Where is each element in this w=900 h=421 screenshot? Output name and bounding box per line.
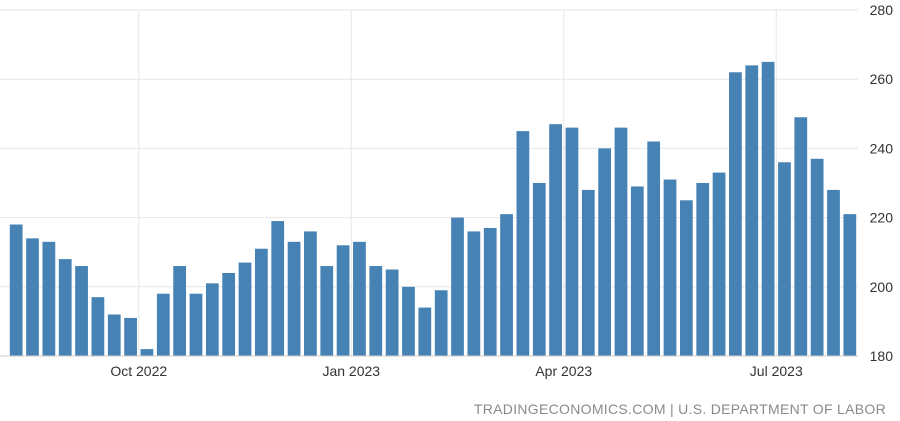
bar bbox=[189, 293, 203, 356]
bar bbox=[336, 245, 350, 356]
bar bbox=[745, 65, 759, 357]
bar bbox=[532, 183, 546, 356]
bar bbox=[107, 314, 121, 356]
bar bbox=[630, 186, 644, 356]
source-label: TRADINGECONOMICS.COM | U.S. DEPARTMENT O… bbox=[473, 401, 886, 417]
bar bbox=[369, 266, 383, 356]
y-tick-label: 180 bbox=[870, 348, 894, 364]
y-tick-label: 240 bbox=[870, 140, 894, 156]
bar bbox=[385, 269, 399, 356]
bar bbox=[287, 241, 301, 356]
x-tick-label: Apr 2023 bbox=[535, 363, 592, 379]
bar bbox=[451, 217, 464, 356]
bar bbox=[58, 259, 72, 356]
bar bbox=[647, 141, 661, 356]
bar bbox=[712, 172, 726, 356]
bar bbox=[696, 183, 710, 356]
bar bbox=[320, 266, 334, 356]
bar bbox=[598, 148, 612, 356]
bar bbox=[205, 283, 219, 356]
bar bbox=[254, 248, 268, 356]
bar bbox=[140, 349, 154, 356]
bar bbox=[679, 200, 693, 356]
x-tick-label: Jan 2023 bbox=[322, 363, 380, 379]
bar bbox=[156, 293, 170, 356]
bar bbox=[467, 231, 481, 356]
bar bbox=[434, 290, 448, 356]
bar bbox=[794, 117, 808, 356]
bar bbox=[42, 241, 56, 356]
bar bbox=[663, 179, 677, 356]
bar bbox=[418, 307, 432, 356]
bar bbox=[500, 214, 513, 356]
y-axis: 180 200 220 240 260 280 bbox=[870, 2, 894, 364]
y-tick-label: 280 bbox=[870, 2, 894, 18]
bar bbox=[271, 221, 285, 356]
bar bbox=[222, 272, 236, 356]
bar bbox=[516, 131, 530, 356]
y-tick-label: 200 bbox=[870, 279, 894, 295]
bar bbox=[810, 158, 824, 356]
bar bbox=[304, 231, 317, 356]
bar bbox=[778, 162, 791, 356]
bar bbox=[565, 127, 579, 356]
bar bbox=[483, 227, 497, 356]
bar bbox=[238, 262, 252, 356]
y-tick-label: 260 bbox=[870, 71, 894, 87]
bar bbox=[827, 189, 840, 356]
bar bbox=[75, 266, 88, 356]
bar bbox=[9, 224, 23, 356]
bars bbox=[9, 61, 857, 357]
y-tick-label: 220 bbox=[870, 210, 894, 226]
bar bbox=[843, 214, 857, 356]
bar bbox=[91, 297, 105, 356]
x-tick-label: Oct 2022 bbox=[110, 363, 167, 379]
bar bbox=[549, 124, 562, 357]
bar bbox=[761, 61, 775, 357]
x-axis: Oct 2022 Jan 2023 Apr 2023 Jul 2023 bbox=[0, 355, 858, 379]
bar bbox=[402, 286, 415, 356]
x-tick-label: Jul 2023 bbox=[750, 363, 803, 379]
bar bbox=[26, 238, 39, 356]
bar bbox=[124, 317, 137, 356]
bar bbox=[614, 127, 628, 356]
bar bbox=[173, 266, 187, 356]
bar bbox=[353, 241, 366, 356]
bar bbox=[581, 189, 595, 356]
bar bbox=[729, 72, 742, 356]
